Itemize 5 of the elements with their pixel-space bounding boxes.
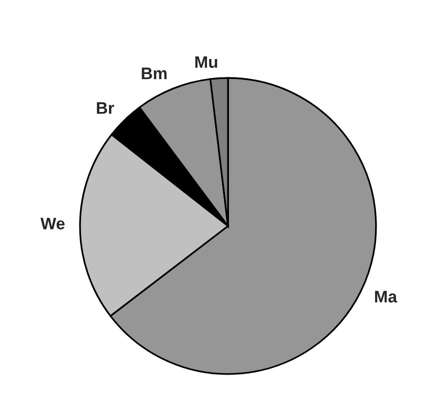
slice-label: Br (96, 102, 114, 114)
slice-label: Ma (375, 290, 398, 303)
slice-label: Mu (195, 56, 218, 68)
slice-label: Bm (142, 68, 167, 80)
slice-label: We (40, 218, 65, 230)
